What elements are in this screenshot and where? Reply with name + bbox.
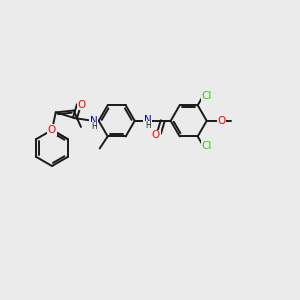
Text: H: H — [91, 122, 97, 131]
Text: O: O — [152, 130, 160, 140]
Text: O: O — [48, 125, 56, 135]
Text: N: N — [144, 115, 152, 125]
Text: N: N — [90, 116, 98, 126]
Text: O: O — [218, 116, 226, 126]
Text: O: O — [78, 100, 86, 110]
Text: Cl: Cl — [202, 91, 212, 100]
Text: Cl: Cl — [202, 141, 212, 151]
Text: H: H — [145, 121, 151, 130]
